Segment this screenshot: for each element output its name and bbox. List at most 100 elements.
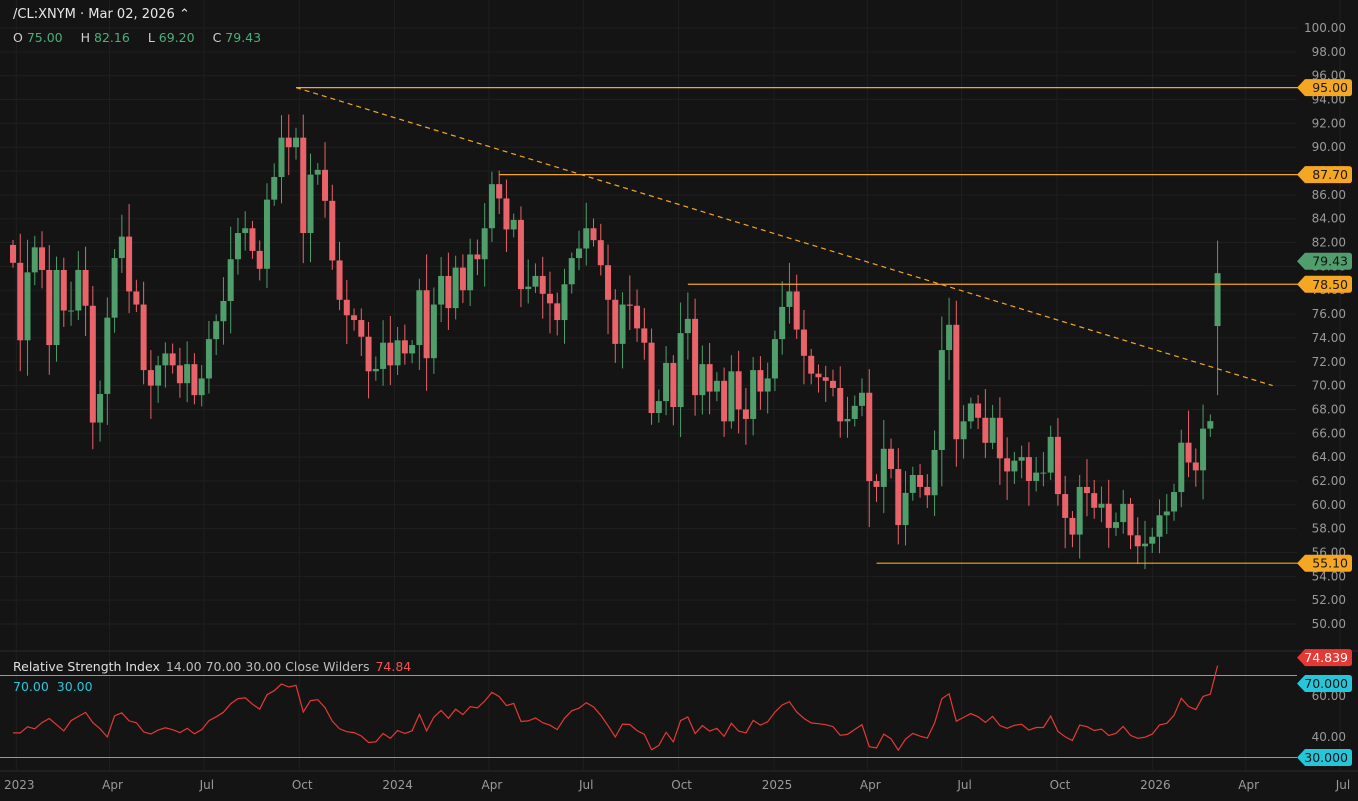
candle-body — [409, 345, 416, 354]
price-tick-label: 54.00 — [1312, 569, 1346, 583]
candle-body — [111, 258, 118, 318]
candle-body — [597, 240, 604, 266]
candle-body — [227, 259, 234, 301]
time-axis: 2023 Apr Jul Oct 2024 Apr Jul Oct 2025 Apr Jul Oct 2… — [4, 778, 1350, 792]
trend-line — [295, 87, 1273, 387]
candle-body — [488, 184, 495, 229]
low-key: L — [147, 30, 155, 45]
candle-body — [873, 481, 880, 487]
candle-body — [742, 409, 749, 419]
candle-body — [263, 199, 270, 269]
last-price-tag-shape — [1297, 252, 1352, 270]
candle-body — [423, 290, 430, 359]
candle-body — [481, 228, 488, 260]
candle-body — [539, 275, 546, 294]
candle-body — [619, 304, 626, 344]
candle-body — [31, 247, 38, 273]
candle-body — [626, 304, 633, 306]
symbol-title[interactable]: /CL:XNYM · Mar 02, 2026 ⌃ — [13, 7, 190, 22]
candle-body — [829, 380, 836, 388]
candle-body — [234, 233, 241, 260]
candle-body — [365, 336, 372, 372]
ohlc-readout: O 75.00 H 82.16 L 69.20 C 79.43 — [13, 30, 275, 45]
rsi-band-lower: 30.00 — [56, 679, 93, 694]
grid-layer — [0, 0, 1341, 770]
candle-body — [895, 469, 902, 526]
candle-body — [314, 169, 321, 175]
symbol-line[interactable]: /CL:XNYM · Mar 02, 2026 ⌃ — [13, 7, 190, 22]
candle-body — [648, 342, 655, 414]
candle-body — [1149, 536, 1156, 544]
price-tick-label: 62.00 — [1312, 474, 1346, 488]
price-tick-label: 64.00 — [1312, 450, 1346, 464]
candle-body — [118, 236, 125, 259]
price-tick-label: 90.00 — [1312, 140, 1346, 154]
price-tick-label: 76.00 — [1312, 307, 1346, 321]
candle-body — [1200, 428, 1207, 471]
candle-body — [213, 321, 220, 340]
candle-body — [953, 324, 960, 440]
rsi-band-legend: 70.00 30.00 — [13, 679, 101, 694]
candle-body — [532, 275, 539, 287]
candle-body — [612, 299, 619, 344]
price-tick-label: 72.00 — [1312, 355, 1346, 369]
candle-body — [583, 228, 590, 249]
open-key: O — [13, 30, 23, 45]
candle-body — [329, 200, 336, 261]
time-tick-label: Oct — [292, 778, 313, 792]
candle-body — [800, 329, 807, 356]
candle-body — [1120, 503, 1127, 523]
candle-body — [68, 310, 75, 312]
candle-body — [387, 342, 394, 366]
candle-body — [663, 362, 670, 402]
candle-body — [380, 342, 387, 369]
candle-body — [525, 286, 532, 290]
level-tag: 55.10 — [1297, 554, 1352, 572]
candle-body — [1033, 472, 1040, 481]
candle-body — [394, 340, 401, 366]
candle-body — [467, 254, 474, 291]
candle-body — [336, 260, 343, 300]
candle-body — [445, 275, 452, 309]
time-tick-label: Jul — [578, 778, 593, 792]
rsi-legend[interactable]: Relative Strength Index 14.00 70.00 30.00… — [13, 659, 411, 674]
candle-body — [1185, 442, 1192, 463]
level-tag: 87.70 — [1297, 166, 1352, 184]
candle-body — [1076, 486, 1083, 535]
candle-body — [285, 137, 292, 148]
close-value: 79.43 — [225, 30, 262, 45]
candle-body — [546, 293, 553, 304]
rsi-line — [13, 665, 1219, 752]
candle-body — [576, 248, 583, 259]
time-tick-label: 2024 — [382, 778, 413, 792]
candle-body — [713, 380, 720, 392]
candle-body — [271, 177, 278, 200]
rsi-value-tag-shape — [1297, 649, 1352, 667]
candle-body — [496, 184, 503, 199]
candle-body — [104, 317, 111, 394]
candle-body — [89, 305, 96, 423]
candle-body — [10, 244, 16, 263]
candle-body — [909, 475, 916, 493]
candle-body — [764, 378, 771, 392]
level-tag-label: 95.00 — [1312, 80, 1348, 95]
candle-body — [1025, 457, 1032, 481]
level-tag: 78.50 — [1297, 275, 1352, 293]
candle-body — [815, 373, 822, 378]
candle-body — [931, 449, 938, 496]
price-tick-label: 82.00 — [1312, 236, 1346, 250]
rsi-band-upper: 70.00 — [13, 679, 49, 694]
price-tick-label: 98.00 — [1312, 45, 1346, 59]
candle-body — [452, 267, 459, 309]
price-tick-label: 70.00 — [1312, 379, 1346, 393]
candle-body — [351, 315, 358, 321]
candle-body — [967, 403, 974, 422]
last-price-tag: 79.43 — [1297, 252, 1352, 270]
candle-body — [24, 272, 31, 341]
candle-body — [17, 262, 24, 341]
candle-body — [750, 370, 757, 419]
candle-body — [438, 275, 445, 305]
candle-body — [510, 219, 517, 230]
